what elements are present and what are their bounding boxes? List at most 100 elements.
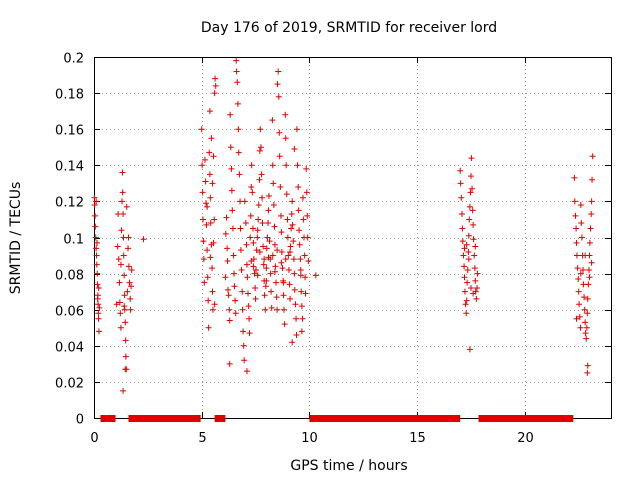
data-point [259,194,266,201]
data-point [260,243,267,250]
data-point [251,270,258,277]
data-point [228,165,235,172]
data-point [96,304,103,311]
data-point [582,330,589,337]
data-point [305,257,312,264]
data-point [457,180,464,187]
data-point [232,297,239,304]
data-point [231,270,238,277]
data-point [235,126,242,133]
data-point [199,162,206,169]
data-point [296,227,303,234]
data-point [229,207,236,214]
data-point [291,146,298,153]
data-point [91,194,98,201]
data-point [252,266,259,273]
data-point [92,223,99,230]
data-point [289,221,296,228]
data-point [226,306,233,313]
data-point [255,216,262,223]
data-point [260,261,267,268]
data-point [275,93,282,100]
data-point [211,216,218,223]
data-point [201,279,208,286]
data-point [469,207,476,214]
data-point [125,263,132,270]
data-point [283,191,290,198]
data-point [239,288,246,295]
data-point [200,238,207,245]
data-point [209,288,216,295]
data-point [206,171,213,178]
data-point [263,265,270,272]
data-point [268,288,275,295]
data-point [290,256,297,263]
data-point [302,274,309,281]
data-point [277,183,284,190]
data-point [233,57,240,64]
data-point [273,294,280,301]
data-point [241,357,248,364]
data-point [265,207,272,214]
data-point [277,212,284,219]
data-point [249,225,256,232]
data-point [248,183,255,190]
data-point [312,272,319,279]
y-tick-label: 0.06 [55,305,84,320]
data-point [198,126,205,133]
data-point [302,290,309,297]
data-point [127,295,134,302]
data-point [209,265,216,272]
data-point [297,266,304,273]
data-point [125,234,132,241]
data-point [202,178,209,185]
data-point [459,225,466,232]
data-point [248,257,255,264]
data-point [271,268,278,275]
x-tick-label: 5 [198,431,206,446]
data-point [282,135,289,142]
data-point [288,211,295,218]
data-point [262,283,269,290]
data-point [239,306,246,313]
data-point [259,220,266,227]
data-point [222,274,229,281]
data-points [91,57,596,422]
data-point [586,266,593,273]
y-tick-label: 0.02 [55,377,84,392]
data-point [234,79,241,86]
y-tick-label: 0.04 [55,341,84,356]
data-point [465,248,472,255]
data-point [572,212,579,219]
data-point [295,183,302,190]
data-point [255,202,262,209]
data-point [95,301,102,308]
data-point [589,153,596,160]
data-point [584,362,591,369]
data-point [247,234,254,241]
data-point [200,256,207,263]
data-point [584,295,591,302]
data-point [237,225,244,232]
data-point [223,214,230,221]
data-point [303,165,310,172]
data-point [573,315,580,322]
data-point [291,270,298,277]
data-point [226,317,233,324]
data-point [466,216,473,223]
data-point [92,212,99,219]
data-point [212,75,219,82]
data-point [274,81,281,88]
data-point [295,207,302,214]
data-point [465,232,472,239]
data-point [461,288,468,295]
data-point [271,223,278,230]
data-point [472,277,479,284]
data-point [577,270,584,277]
data-point [209,180,216,187]
data-point [278,248,285,255]
y-tick-label: 0.2 [63,52,84,67]
data-point [210,153,217,160]
x-axis-label: GPS time / hours [290,458,407,474]
data-point [276,153,283,160]
